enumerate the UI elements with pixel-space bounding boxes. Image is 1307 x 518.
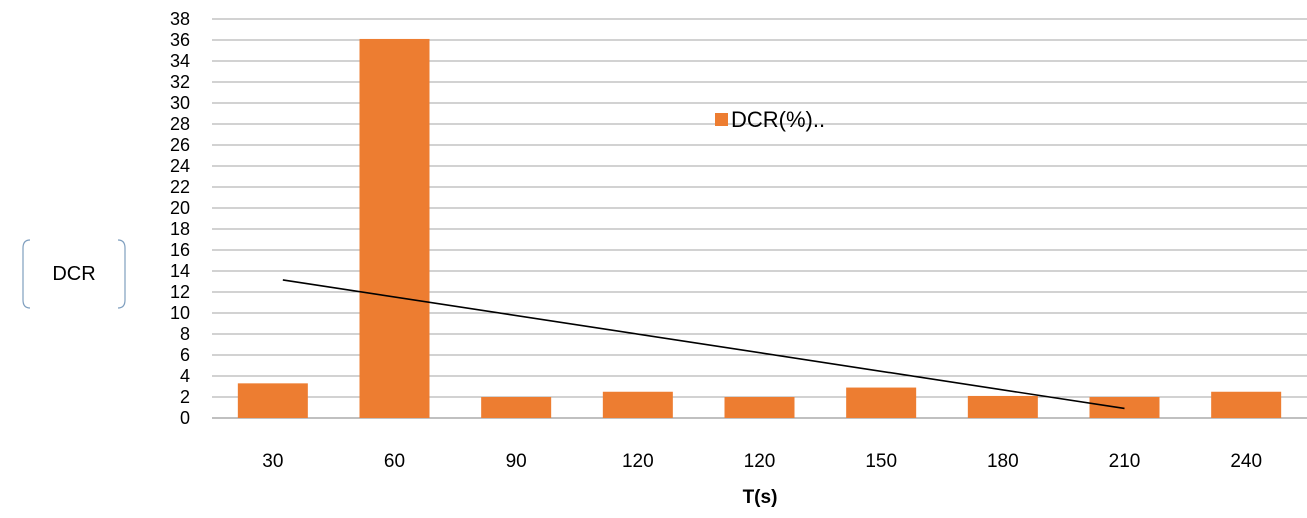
y-axis-title: DCR (52, 263, 95, 285)
bar (359, 38, 430, 418)
bar (481, 397, 552, 418)
y-tick-label: 0 (180, 408, 190, 428)
y-tick-label: 22 (170, 177, 190, 197)
x-tick-label: 240 (1230, 451, 1262, 472)
left-bracket (22, 239, 31, 309)
x-tick-label: 210 (1109, 451, 1141, 472)
y-tick-label: 36 (170, 30, 190, 50)
x-tick-label: 90 (506, 451, 527, 472)
x-tick-label: 120 (744, 451, 776, 472)
y-tick-label: 20 (170, 198, 190, 218)
y-tick-label: 30 (170, 93, 190, 113)
y-tick-label: 26 (170, 135, 190, 155)
y-tick-label: 28 (170, 114, 190, 134)
y-tick-label: 10 (170, 303, 190, 323)
right-bracket (117, 239, 126, 309)
bar (967, 395, 1038, 418)
bar (237, 383, 308, 418)
y-tick-label: 8 (180, 324, 190, 344)
y-tick-label: 34 (170, 51, 190, 71)
bar (846, 387, 917, 418)
y-tick-label: 12 (170, 282, 190, 302)
legend-label: DCR(%).. (731, 107, 825, 132)
bar (602, 391, 673, 418)
y-tick-label: 4 (180, 366, 190, 386)
bar (1089, 397, 1160, 418)
y-tick-label: 2 (180, 387, 190, 407)
y-tick-label: 32 (170, 72, 190, 92)
legend-swatch (715, 113, 728, 126)
x-tick-label: 60 (384, 451, 405, 472)
y-tick-label: 16 (170, 240, 190, 260)
x-tick-label: 30 (262, 451, 283, 472)
trendline-segment (282, 279, 1125, 410)
x-axis-title: T(s) (743, 487, 778, 508)
x-tick-label: 180 (987, 451, 1019, 472)
y-tick-label: 6 (180, 345, 190, 365)
y-axis-title-box: DCR (22, 239, 126, 309)
x-tick-label: 150 (865, 451, 897, 472)
y-tick-label: 24 (170, 156, 190, 176)
bar (724, 397, 795, 418)
y-tick-label: 14 (170, 261, 190, 281)
x-tick-label: 120 (622, 451, 654, 472)
x-axis-tick-labels: 30 60 90 120 120 150 180 210 240 (262, 451, 1262, 472)
bar-series (237, 38, 1282, 418)
bar (1211, 391, 1282, 418)
trendline (282, 279, 1125, 410)
y-tick-label: 38 (170, 9, 190, 29)
y-tick-label: 18 (170, 219, 190, 239)
legend: DCR(%).. (715, 107, 825, 132)
